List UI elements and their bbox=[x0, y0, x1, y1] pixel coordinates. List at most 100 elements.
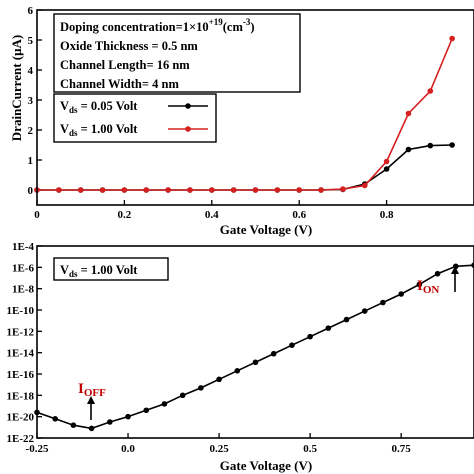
info-channel-width: Channel Width= 4 nm bbox=[60, 77, 179, 91]
bottom-series-0-point-13 bbox=[270, 350, 277, 357]
top-series-0-point-18 bbox=[427, 142, 434, 149]
ioff-sub: OFF bbox=[84, 387, 106, 399]
bottom-series-0-point-8 bbox=[179, 392, 186, 399]
top-xtick-label-4: 0.8 bbox=[380, 209, 394, 221]
bottom-series bbox=[34, 262, 474, 432]
bottom-legend: Vds = 1.00 Volt bbox=[53, 257, 169, 281]
bottom-series-0-point-7 bbox=[161, 401, 168, 407]
bottom-xtick-label-4: 0.75 bbox=[392, 443, 412, 455]
legend-entry-1-label: Vds = 1.00 Volt bbox=[60, 122, 138, 138]
bottom-ytick-label-7: 1E-18 bbox=[7, 390, 35, 402]
legend-0-sub: ds bbox=[69, 105, 78, 115]
bottom-series-0-line bbox=[36, 264, 474, 430]
bottom-series-0-point-11 bbox=[234, 368, 241, 374]
bottom-xlabel: Gate Voltage (V) bbox=[220, 458, 312, 473]
bottom-xtick-label-0: -0.25 bbox=[26, 443, 49, 455]
bottom-series-0-point-15 bbox=[307, 333, 313, 340]
top-ytick-label-3: 3 bbox=[28, 95, 34, 107]
ioff-arrow-head bbox=[87, 396, 95, 404]
bottom-ytick-label-4: 1E-12 bbox=[7, 326, 35, 338]
top-series-1-point-4 bbox=[121, 187, 128, 193]
bottom-plot-frame bbox=[36, 245, 474, 439]
bottom-series-0-point-4 bbox=[107, 419, 113, 425]
ion-arrow-head bbox=[451, 266, 459, 274]
bottom-series-0-point-20 bbox=[398, 291, 404, 297]
info-doping-unit: (cm bbox=[223, 20, 244, 34]
bottom-series-0-point-22 bbox=[434, 270, 441, 277]
top-ytick-label-0: 0 bbox=[28, 185, 34, 197]
bottom-ytick-label-9: 1E-22 bbox=[7, 433, 35, 445]
legend-entry-0-marker bbox=[185, 103, 191, 109]
top-xtick-label-1: 0.2 bbox=[118, 209, 132, 221]
ioff-main: I bbox=[78, 381, 84, 397]
bottom-ytick-label-3: 1E-10 bbox=[7, 305, 35, 317]
bottom-series-0-point-19 bbox=[380, 299, 386, 306]
top-chart: DrainCurrent (μA) 0 0.2 0.4 0.6 0.8 0 1 2 3 4 5 6 D… bbox=[9, 5, 474, 237]
top-series-1-point-16 bbox=[383, 158, 390, 165]
bottom-xtick-label-2: 0.25 bbox=[209, 443, 229, 455]
ion-main: I bbox=[417, 278, 423, 294]
info-doping-exp: +19 bbox=[209, 17, 224, 27]
bottom-series-0-point-16 bbox=[325, 325, 332, 331]
top-series-1-point-2 bbox=[77, 187, 84, 193]
top-series-1-point-17 bbox=[405, 110, 412, 117]
top-series-0-point-17 bbox=[405, 146, 412, 153]
bottom-legend-sub: ds bbox=[69, 269, 78, 279]
bottom-legend-frame bbox=[53, 257, 169, 281]
top-series-1-point-6 bbox=[165, 187, 171, 193]
bottom-ytick-label-5: 1E-14 bbox=[7, 348, 35, 360]
ioff-annotation: IOFF bbox=[78, 381, 106, 420]
info-box: Doping concentration=1×10+19(cm-3) Oxide… bbox=[53, 13, 301, 93]
bottom-chart: -0.25 0.0 0.25 0.5 0.75 1E-4 1E-6 1E-8 1E-10 1E-1… bbox=[7, 241, 474, 473]
top-series-1-point-9 bbox=[230, 187, 237, 193]
info-doping: Doping concentration=1×10+19(cm-3) bbox=[60, 17, 255, 34]
bottom-series-0-point-10 bbox=[216, 376, 222, 383]
bottom-series-0-point-5 bbox=[125, 413, 131, 420]
top-series-1-point-8 bbox=[209, 187, 215, 193]
top-series-1-point-12 bbox=[296, 187, 303, 193]
top-series-1-point-7 bbox=[187, 187, 193, 193]
bottom-series-0-point-1 bbox=[52, 416, 59, 422]
top-series-1-point-10 bbox=[252, 187, 259, 193]
ion-annotation: ION bbox=[417, 266, 459, 296]
info-box-frame bbox=[53, 13, 301, 93]
top-series-1-point-19 bbox=[449, 35, 455, 42]
top-ytick-label-4: 4 bbox=[28, 65, 34, 77]
bottom-xtick-label-1: 0.0 bbox=[121, 443, 135, 455]
bottom-series-0-point-2 bbox=[70, 422, 77, 429]
legend-1-sub: ds bbox=[69, 128, 78, 138]
top-series-1-point-14 bbox=[340, 186, 346, 192]
bottom-legend-label: Vds = 1.00 Volt bbox=[60, 263, 138, 279]
bottom-series-0-point-3 bbox=[88, 425, 95, 432]
legend-1-v: V bbox=[60, 122, 69, 136]
top-series-1-point-18 bbox=[427, 88, 434, 94]
bottom-legend-text: = 1.00 Volt bbox=[78, 263, 139, 277]
bottom-ytick-label-8: 1E-20 bbox=[7, 412, 35, 424]
bottom-ytick-label-0: 1E-4 bbox=[12, 241, 35, 253]
top-ylabel: DrainCurrent (μA) bbox=[9, 35, 24, 141]
bottom-series-0-point-21 bbox=[416, 281, 423, 288]
top-plot-frame bbox=[36, 9, 474, 206]
bottom-ticks: -0.25 0.0 0.25 0.5 0.75 1E-4 1E-6 1E-8 1E-10 1E-1… bbox=[7, 241, 412, 455]
info-channel-length: Channel Length= 16 nm bbox=[60, 58, 190, 72]
bottom-ytick-label-1: 1E-6 bbox=[12, 262, 35, 274]
bottom-series-0-point-12 bbox=[252, 359, 259, 366]
info-doping-unit-exp: -3 bbox=[243, 17, 251, 27]
top-series-1-point-15 bbox=[361, 182, 368, 189]
top-series-1-point-1 bbox=[56, 187, 62, 193]
top-ytick-label-5: 5 bbox=[28, 35, 34, 47]
info-doping-close: ) bbox=[250, 20, 254, 34]
top-xtick-label-2: 0.4 bbox=[205, 209, 219, 221]
ion-sub: ON bbox=[423, 284, 440, 296]
bottom-series-0-point-18 bbox=[361, 308, 368, 314]
top-series-1-line bbox=[37, 38, 453, 191]
legend-0-v: V bbox=[60, 99, 69, 113]
bottom-series-0-point-17 bbox=[343, 316, 350, 323]
legend-0-text: = 0.05 Volt bbox=[78, 99, 139, 113]
bottom-series-0-point-14 bbox=[289, 342, 295, 349]
top-ytick-label-2: 2 bbox=[28, 125, 34, 137]
ioff-label: IOFF bbox=[78, 381, 106, 399]
top-series-0-point-19 bbox=[449, 142, 455, 148]
info-oxide: Oxide Thickness = 0.5 nm bbox=[60, 39, 198, 53]
